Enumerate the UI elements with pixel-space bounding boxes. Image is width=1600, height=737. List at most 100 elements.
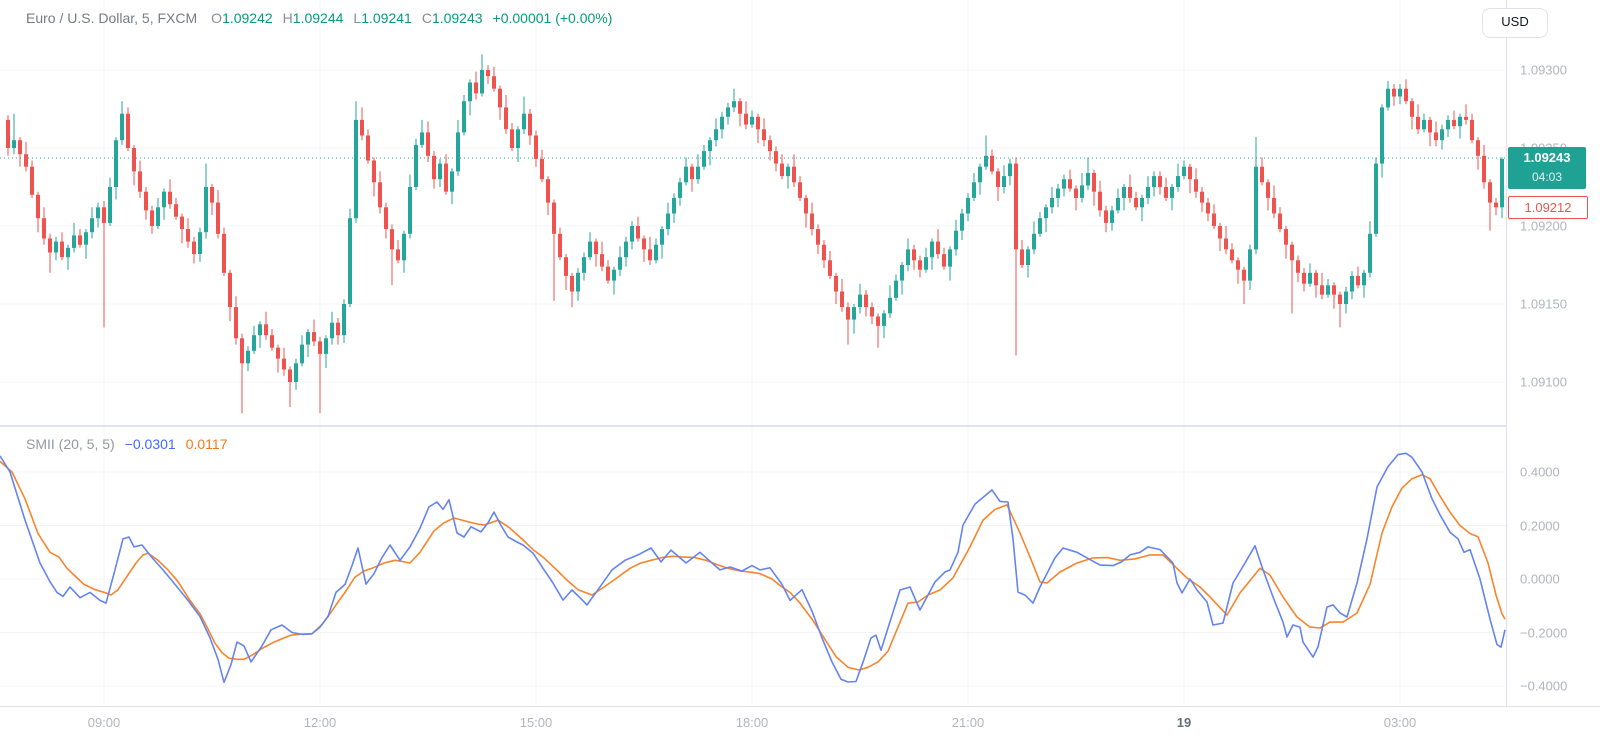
candle xyxy=(198,232,202,254)
candle xyxy=(570,275,574,292)
candle xyxy=(306,332,310,345)
candle xyxy=(654,244,658,261)
candle xyxy=(204,187,208,233)
candle xyxy=(42,218,46,239)
price-change: +0.00001 (+0.00%) xyxy=(492,10,613,26)
time-axis[interactable]: 09:00 12:00 15:00 18:00 21:00 19 03:00 xyxy=(0,707,1600,737)
candle xyxy=(1188,166,1192,180)
candle xyxy=(1266,182,1270,198)
candle xyxy=(738,101,742,114)
candle xyxy=(1440,129,1444,141)
candle xyxy=(330,322,334,339)
smii-indicator-pane[interactable] xyxy=(0,426,1506,706)
time-tick-label: 03:00 xyxy=(1383,715,1417,730)
candle xyxy=(6,119,10,148)
time-tick-label: 19 xyxy=(1176,715,1192,730)
candle xyxy=(792,166,796,183)
candle xyxy=(96,207,100,219)
candle xyxy=(1140,197,1144,208)
candlestick-price-pane[interactable] xyxy=(0,0,1506,426)
candle xyxy=(1116,197,1120,211)
candle xyxy=(1500,158,1504,208)
candle xyxy=(1302,272,1306,284)
candle xyxy=(708,140,712,152)
candle xyxy=(906,249,910,265)
candle xyxy=(948,249,952,267)
smii-title[interactable]: SMII (20, 5, 5) xyxy=(26,436,115,452)
candle xyxy=(540,158,544,180)
candle xyxy=(1260,166,1264,183)
candle xyxy=(372,160,376,183)
candle xyxy=(1092,173,1096,192)
candle xyxy=(300,344,304,364)
candle xyxy=(432,155,436,180)
candle xyxy=(1356,275,1360,286)
candle xyxy=(750,116,754,125)
candle xyxy=(1218,226,1222,239)
candle xyxy=(1254,166,1258,250)
candle xyxy=(858,294,862,308)
candle xyxy=(1230,249,1234,261)
candle xyxy=(336,322,340,336)
candle xyxy=(162,191,166,208)
candle xyxy=(324,338,328,354)
candle xyxy=(174,204,178,217)
candle xyxy=(984,155,988,167)
price-tick-label: 1.09200 xyxy=(1520,218,1567,234)
candle xyxy=(1014,163,1018,250)
candle xyxy=(72,235,76,248)
candle xyxy=(258,324,262,336)
candle xyxy=(1350,275,1354,292)
candle xyxy=(936,241,940,255)
candle xyxy=(762,129,766,141)
ohlc-label: L xyxy=(353,10,362,26)
smii-grid xyxy=(0,426,1506,706)
candle xyxy=(408,187,412,234)
candle xyxy=(666,213,670,230)
candle xyxy=(660,229,664,245)
candle xyxy=(1032,233,1036,250)
price-axis[interactable]: 1.093001.092501.092001.091501.091000.400… xyxy=(1506,0,1600,706)
symbol-title[interactable]: Euro / U.S. Dollar, 5, FXCM xyxy=(26,10,198,26)
ohlc-value: 1.09242 xyxy=(222,10,273,26)
currency-button[interactable]: USD xyxy=(1482,8,1548,38)
candle xyxy=(1284,229,1288,245)
pane-separator[interactable] xyxy=(0,425,1506,427)
time-tick-label: 21:00 xyxy=(951,715,985,730)
candle xyxy=(852,307,856,320)
candle xyxy=(1326,285,1330,295)
candle xyxy=(918,260,922,270)
candle xyxy=(1362,272,1366,286)
candle xyxy=(1488,182,1492,203)
candle xyxy=(996,171,1000,187)
candle xyxy=(990,155,994,172)
time-axis-border xyxy=(0,706,1600,707)
candle xyxy=(186,229,190,242)
candle xyxy=(1068,179,1072,189)
ohlc-value: 1.09241 xyxy=(361,10,412,26)
candle xyxy=(264,324,268,336)
candle xyxy=(150,210,154,226)
candle xyxy=(1494,202,1498,208)
candle xyxy=(294,363,298,382)
price-axis-border xyxy=(1506,0,1507,706)
candle xyxy=(480,70,484,94)
candle xyxy=(168,191,172,205)
candle xyxy=(402,233,406,261)
candle xyxy=(582,257,586,273)
candle xyxy=(1062,179,1066,189)
candle xyxy=(102,207,106,223)
candle xyxy=(228,272,232,308)
bar-countdown: 04:03 xyxy=(1531,170,1563,184)
candle xyxy=(12,140,16,148)
candle xyxy=(366,135,370,161)
candle xyxy=(498,88,502,108)
candle xyxy=(1278,213,1282,230)
candle xyxy=(954,230,958,250)
candle xyxy=(840,291,844,308)
candle xyxy=(1206,202,1210,214)
candle xyxy=(522,113,526,130)
ohlc-label: H xyxy=(282,10,293,26)
candle xyxy=(1200,191,1204,203)
candle xyxy=(1308,272,1312,284)
